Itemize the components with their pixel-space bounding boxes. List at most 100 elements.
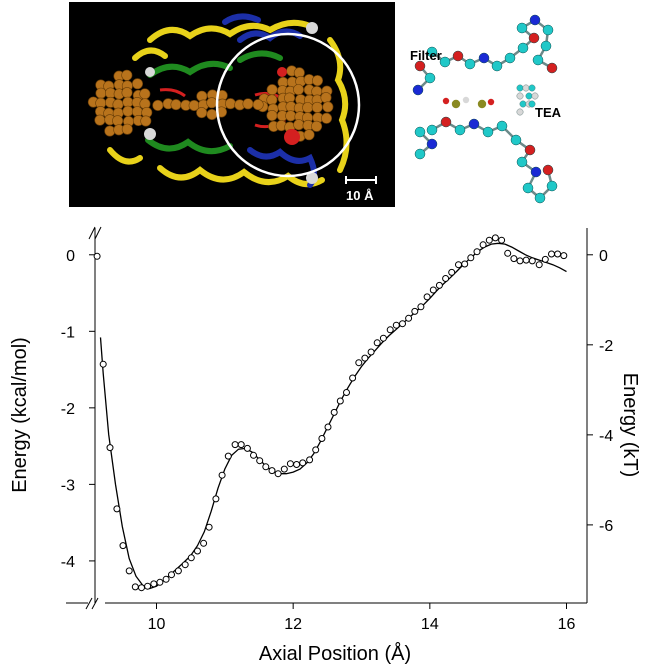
molecule-atom: [546, 180, 558, 192]
molecule-atom: [452, 50, 464, 62]
white-atom: [145, 67, 155, 77]
green-helices: [145, 50, 283, 155]
tea-atom: [525, 92, 533, 100]
molecule-atom: [414, 126, 426, 138]
molecule-atom: [412, 84, 424, 96]
data-point: [473, 248, 481, 256]
y-ticks-left: 0 -1 -2 -3 -4: [61, 248, 95, 571]
y-tick-label: -1: [61, 324, 75, 341]
data-point: [250, 451, 257, 459]
ligand-atom: [311, 120, 323, 132]
y-tick-label: -2: [61, 401, 75, 418]
ligand-atom: [206, 97, 218, 109]
data-point: [312, 446, 320, 454]
data-point: [405, 314, 413, 322]
data-point: [113, 505, 121, 513]
molecule-atom: [532, 54, 544, 66]
data-point: [119, 542, 127, 550]
ligand-atom: [95, 87, 107, 99]
channel-structure-inset: 10 Å: [69, 2, 395, 207]
data-point: [448, 268, 456, 276]
molecule-atom: [424, 72, 436, 84]
data-point: [293, 461, 301, 468]
series-points: [93, 234, 568, 592]
y-axis-label: Energy (kcal/mol): [9, 337, 31, 493]
ligand-atom: [170, 99, 182, 111]
y-tick-label: -3: [61, 477, 75, 494]
molecule-atom: [414, 148, 426, 160]
data-point: [174, 567, 182, 575]
y2-tick-label: -2: [599, 338, 613, 355]
data-point: [491, 234, 499, 242]
molecule-atom: [496, 120, 508, 132]
ligand-atom: [139, 88, 151, 100]
data-point: [535, 261, 543, 269]
molecule-atom: [522, 182, 534, 194]
molecule-atom: [510, 134, 522, 146]
data-point: [560, 252, 568, 260]
red-atom: [284, 129, 300, 145]
ligand-atom: [293, 84, 305, 96]
data-point: [355, 359, 363, 367]
molecule-atom: [482, 126, 494, 138]
data-point: [162, 575, 170, 583]
data-point: [156, 578, 164, 586]
data-point: [373, 339, 381, 347]
molecule-atom: [504, 52, 516, 64]
filter-label: Filter: [410, 48, 442, 63]
data-point: [392, 321, 400, 329]
water-atom: [487, 98, 495, 106]
tea-atom: [516, 84, 524, 92]
water-atom: [462, 96, 470, 104]
data-point: [330, 408, 338, 416]
ion-atom: [477, 99, 487, 109]
molecule-atom: [464, 58, 476, 70]
y2-axis-label: Energy (kT): [619, 373, 641, 477]
data-point: [461, 260, 469, 268]
ligand-atom: [322, 101, 334, 113]
data-point: [194, 547, 201, 555]
data-point: [205, 523, 213, 531]
data-point: [131, 583, 139, 591]
data-point: [554, 250, 562, 258]
data-point: [343, 389, 350, 396]
molecule-atom: [426, 124, 438, 136]
data-point: [504, 249, 512, 257]
energy-chart: 10 12 14 16 0 -1 -2 -3 -4 0 -2 -4 -6 Axial Positio…: [9, 226, 641, 664]
molecule-atom: [516, 156, 528, 168]
ligand-atom: [266, 110, 278, 122]
molecule-atom: [529, 14, 541, 26]
molecule-atom: [439, 56, 451, 68]
data-point: [306, 456, 314, 464]
data-point: [106, 444, 114, 452]
ligand-atom: [196, 107, 208, 119]
data-point: [231, 441, 239, 449]
ligand-atom: [311, 75, 323, 87]
molecule-atom: [540, 40, 552, 52]
data-point: [411, 307, 419, 315]
ligand-atom: [121, 69, 133, 81]
data-point: [256, 457, 264, 465]
ligand-atom: [302, 102, 314, 114]
tea-label: TEA: [535, 105, 562, 120]
data-point: [541, 255, 549, 263]
data-point: [510, 255, 518, 263]
data-point: [528, 257, 536, 265]
molecule-atom: [478, 52, 490, 64]
ligand-atom: [121, 123, 133, 135]
data-point: [274, 470, 282, 478]
white-atom: [306, 22, 318, 34]
y2-tick-label: -4: [599, 428, 613, 445]
ligand-atom: [131, 78, 143, 90]
ligand-atom: [206, 108, 218, 120]
ligand-atom: [303, 129, 315, 141]
white-atom: [306, 172, 318, 184]
molecule-atom: [491, 60, 503, 72]
molecule-atom: [528, 32, 540, 44]
axis-break-marks: [85, 226, 102, 610]
data-point: [324, 423, 332, 431]
data-point: [125, 567, 133, 575]
tea-atom: [528, 84, 536, 92]
data-point: [299, 459, 307, 467]
molecule-atom: [440, 116, 452, 128]
